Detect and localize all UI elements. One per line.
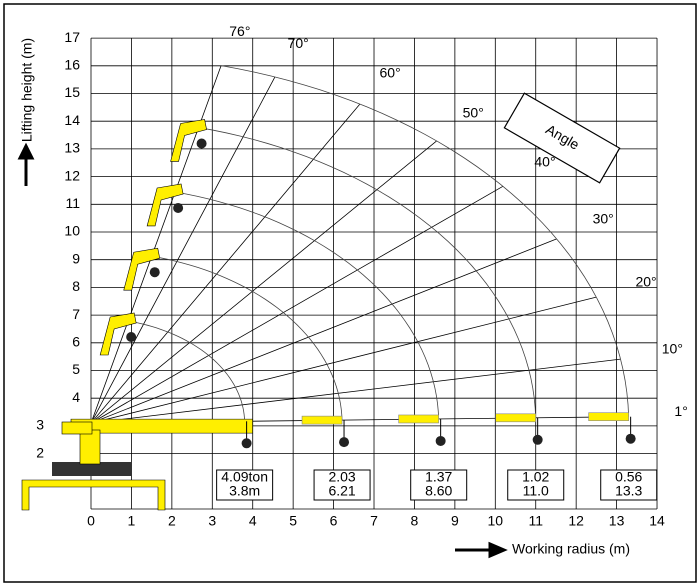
labels: 0 1 2 3 4 5 6 7 8 9 10 11 12 13 1423456789101112131415… xyxy=(36,23,688,529)
load-radius: 3.8m xyxy=(229,483,260,499)
x-tick-label: 12 xyxy=(568,513,584,529)
y-tick-label: 9 xyxy=(72,250,80,266)
hook xyxy=(435,435,446,446)
angle-label: 76° xyxy=(229,23,250,39)
y-tick-label: 14 xyxy=(64,112,80,128)
y-arrow xyxy=(17,142,35,186)
y-tick-label: 10 xyxy=(64,223,80,239)
load-box xyxy=(216,469,274,501)
angle-label: 60° xyxy=(380,64,401,80)
angle-tag: Angle xyxy=(503,92,621,184)
boom-tip xyxy=(398,414,439,424)
x-tick-label: 4 xyxy=(249,513,257,529)
boom-top xyxy=(99,312,137,356)
x-tick-label: 10 xyxy=(488,513,504,529)
boom-top xyxy=(170,119,207,162)
y-tick-label: 15 xyxy=(64,84,80,100)
load-box xyxy=(313,469,371,501)
angle-ray xyxy=(90,140,437,424)
boom-arc xyxy=(151,255,343,421)
hook xyxy=(532,434,543,445)
hook xyxy=(173,202,184,213)
x-axis-label: Working radius (m) xyxy=(512,541,630,557)
angle-label: 50° xyxy=(463,104,484,120)
y-tick-label: 8 xyxy=(72,278,80,294)
y-tick-label: 17 xyxy=(64,29,80,45)
angle-ray xyxy=(90,358,621,424)
y-tick-label: 7 xyxy=(72,306,80,322)
x-tick-label: 7 xyxy=(370,513,378,529)
x-tick-label: 8 xyxy=(411,513,419,529)
angle-ray xyxy=(90,185,504,424)
angle-ray xyxy=(90,296,597,424)
load-value: 1.37 xyxy=(425,469,452,485)
angle-label: 20° xyxy=(635,273,656,289)
y-tick-label: 11 xyxy=(65,195,80,211)
boom-arc xyxy=(198,127,537,418)
boom-tip xyxy=(301,415,343,425)
x-tick-label: 1 xyxy=(128,513,136,529)
load-radius: 11.0 xyxy=(523,483,549,499)
x-arrow xyxy=(455,541,508,559)
y-tick-label: 13 xyxy=(64,140,80,156)
x-tick-label: 9 xyxy=(451,513,459,529)
y-tick-label: 16 xyxy=(64,57,80,73)
y-tick-label: 6 xyxy=(72,334,80,350)
x-tick-label: 2 xyxy=(168,513,176,529)
boom-arc xyxy=(128,320,246,422)
hook xyxy=(241,438,252,449)
x-tick-label: 14 xyxy=(649,513,665,529)
load-radius: 13.3 xyxy=(615,483,642,499)
y-tick-label: 4 xyxy=(72,389,80,405)
crane-base xyxy=(21,421,166,511)
angle-label: 30° xyxy=(593,210,614,226)
x-tick-label: 5 xyxy=(289,513,297,529)
x-tick-label: 11 xyxy=(528,513,543,529)
hook xyxy=(196,138,207,149)
y-tick-label: 12 xyxy=(64,167,80,183)
load-box xyxy=(600,469,658,501)
load-value: 2.03 xyxy=(328,469,355,485)
arcs xyxy=(90,65,630,424)
booms xyxy=(70,119,636,449)
y-axis-label: Lifting height (m) xyxy=(19,38,35,142)
y-tick-label: 3 xyxy=(36,417,44,433)
load-radius: 6.21 xyxy=(328,483,355,499)
load-value: 0.56 xyxy=(615,469,642,485)
load-value: 4.09ton xyxy=(221,469,268,485)
angle-ray xyxy=(90,238,557,424)
hook xyxy=(625,433,636,444)
x-tick-label: 3 xyxy=(208,513,216,529)
angle-label: 40° xyxy=(534,153,555,169)
boom-arc xyxy=(221,65,630,417)
angle-box xyxy=(503,92,621,184)
angle-ray xyxy=(90,76,276,424)
load-radius: 8.60 xyxy=(425,483,452,499)
load-value: 1.02 xyxy=(522,469,549,485)
angle-ray xyxy=(90,103,361,424)
load-box xyxy=(410,469,468,501)
boom-top xyxy=(146,183,184,227)
y-tick-label: 5 xyxy=(72,361,80,377)
hook xyxy=(126,331,137,342)
x-tick-label: 6 xyxy=(330,513,338,529)
hook xyxy=(339,437,350,448)
x-tick-label: 0 xyxy=(87,513,95,529)
angle-label: 70° xyxy=(288,35,309,51)
boom-arc xyxy=(175,191,440,419)
load-box xyxy=(507,469,565,501)
x-tick-label: 13 xyxy=(609,513,625,529)
angle-label: 10° xyxy=(662,341,683,357)
hook xyxy=(149,267,160,278)
y-tick-label: 2 xyxy=(36,444,44,460)
boom-tip xyxy=(495,413,536,423)
boom-tip xyxy=(588,412,629,422)
angle-label: 1° xyxy=(674,403,687,419)
boom-top xyxy=(123,247,161,291)
